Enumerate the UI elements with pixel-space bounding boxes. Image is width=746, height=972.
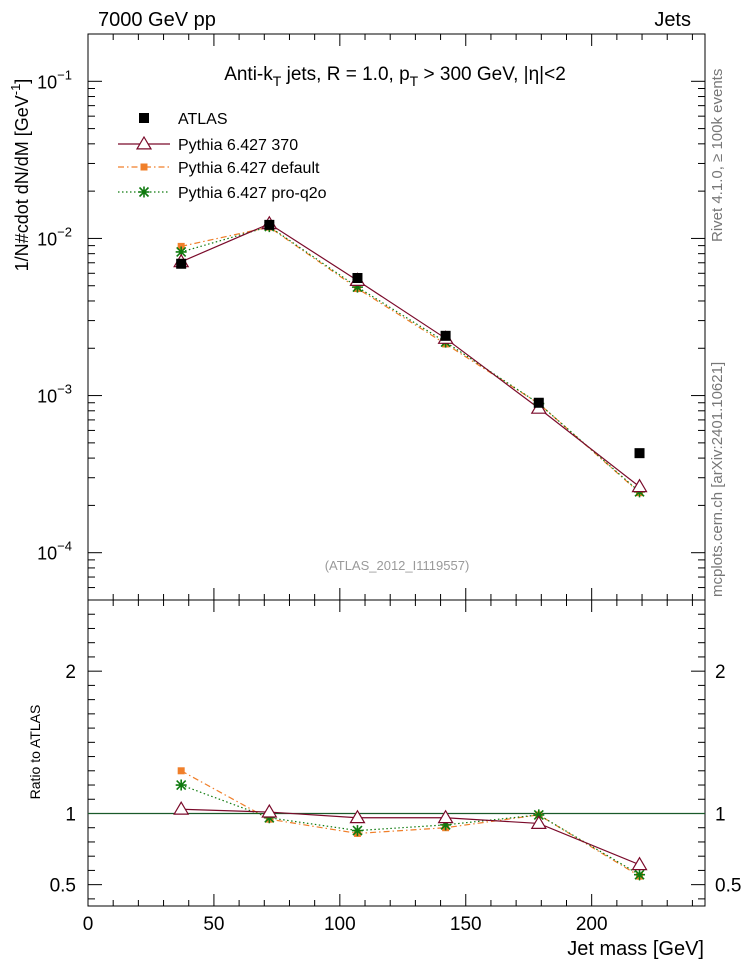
title-part-2: jets, R = 1.0, p bbox=[281, 64, 409, 85]
star-marker bbox=[533, 809, 545, 821]
y-tick-label: 10−3 bbox=[37, 382, 72, 407]
ratio-frame bbox=[87, 599, 706, 907]
star-marker bbox=[351, 825, 363, 837]
atlas-marker bbox=[176, 258, 187, 269]
series-line bbox=[181, 225, 640, 493]
ratio-series-line bbox=[180, 784, 640, 876]
legend-label: ATLAS bbox=[178, 111, 228, 128]
square-marker bbox=[177, 242, 185, 250]
triangle-marker bbox=[631, 856, 648, 871]
y-tick-label: 10−1 bbox=[37, 67, 72, 92]
triangle-marker bbox=[349, 809, 366, 824]
triangle-marker bbox=[631, 478, 648, 493]
ratio-series bbox=[173, 767, 648, 881]
analysis-watermark: (ATLAS_2012_I1119557) bbox=[325, 558, 470, 573]
y-tick-exponent: −3 bbox=[57, 382, 72, 397]
y-tick-exponent: −4 bbox=[57, 539, 72, 554]
ratio-y-tick-label: 1 bbox=[65, 804, 76, 825]
triangle-marker bbox=[173, 801, 190, 815]
ylabel-text: 1/N#cdot dN/dM [GeV bbox=[12, 95, 32, 271]
x-tick-label: 100 bbox=[324, 914, 356, 935]
legend: ATLAS Pythia 6.427 370 Pythia 6.427 defaul… bbox=[118, 111, 327, 202]
x-tick-label: 50 bbox=[203, 914, 224, 935]
header-left: 7000 GeV pp bbox=[98, 9, 216, 31]
rivet-label: Rivet 4.1.0, ≥ 100k events bbox=[709, 69, 726, 242]
atlas-marker bbox=[352, 273, 363, 284]
header-right: Jets bbox=[654, 9, 691, 31]
ratio-y-tick-label: 0.5 bbox=[50, 876, 76, 897]
x-axis-label: Jet mass [GeV] bbox=[567, 938, 704, 960]
star-marker bbox=[263, 812, 275, 824]
ylabel-exp: -1 bbox=[8, 84, 23, 96]
triangle-marker bbox=[261, 803, 278, 818]
y-tick-exponent: −2 bbox=[57, 224, 72, 239]
y-tick-label: 10−2 bbox=[37, 224, 72, 249]
ratio-y-tick-label-right: 1 bbox=[715, 804, 726, 825]
atlas-marker bbox=[533, 397, 544, 408]
atlas-marker bbox=[440, 330, 451, 341]
triangle-marker bbox=[135, 135, 153, 150]
ratio-y-tick-label-right: 0.5 bbox=[715, 876, 741, 897]
ratio-series-line bbox=[180, 770, 640, 877]
ylabel-close: ] bbox=[12, 79, 32, 84]
x-tick-label: 150 bbox=[450, 914, 482, 935]
y-tick-mantissa: 10 bbox=[37, 387, 57, 407]
y-tick-exponent: −1 bbox=[57, 67, 72, 82]
star-marker bbox=[138, 186, 150, 198]
ratio-ticks: 0.5 0.5 1 1 2 2 0 50 100 150 200 bbox=[50, 600, 741, 935]
star-marker bbox=[175, 779, 187, 791]
ratio-y-tick-label: 2 bbox=[65, 662, 76, 683]
title-part-4: > 300 GeV, |η|<2 bbox=[418, 64, 566, 85]
main-y-axis-label: 1/N#cdot dN/dM [GeV-1] bbox=[8, 79, 32, 272]
ratio-series-line bbox=[181, 808, 640, 866]
star-marker bbox=[351, 281, 363, 293]
triangle-marker bbox=[530, 815, 547, 829]
main-ticks: 10−110−210−310−4 bbox=[37, 33, 705, 601]
x-tick-label: 0 bbox=[83, 914, 94, 935]
ratio-y-axis-label: Ratio to ATLAS bbox=[27, 705, 43, 800]
star-marker bbox=[440, 819, 452, 831]
source-label: mcplots.cern.ch [arXiv:2401.10621] bbox=[709, 362, 726, 597]
series-line bbox=[180, 223, 640, 488]
triangle-marker bbox=[437, 809, 454, 824]
star-marker bbox=[175, 246, 187, 258]
square-marker bbox=[177, 767, 185, 775]
title-part-3: T bbox=[410, 73, 419, 89]
y-tick-mantissa: 10 bbox=[37, 229, 57, 249]
main-series bbox=[173, 215, 648, 498]
legend-label: Pythia 6.427 370 bbox=[178, 137, 298, 154]
y-tick-label: 10−4 bbox=[37, 539, 72, 564]
legend-label: Pythia 6.427 default bbox=[178, 160, 320, 177]
square-marker bbox=[140, 163, 148, 171]
atlas-marker bbox=[139, 113, 149, 123]
y-tick-mantissa: 10 bbox=[37, 544, 57, 564]
x-tick-label: 200 bbox=[576, 914, 608, 935]
plot-title: Anti-kT jets, R = 1.0, pT > 300 GeV, |η|… bbox=[224, 64, 566, 89]
title-part-0: Anti-k bbox=[224, 64, 273, 85]
y-tick-mantissa: 10 bbox=[37, 72, 57, 92]
series-line bbox=[181, 226, 640, 494]
atlas-marker bbox=[264, 219, 275, 230]
title-part-1: T bbox=[273, 73, 282, 89]
legend-label: Pythia 6.427 pro-q2o bbox=[178, 185, 327, 202]
atlas-marker bbox=[634, 448, 645, 459]
ratio-y-tick-label-right: 2 bbox=[715, 662, 726, 683]
